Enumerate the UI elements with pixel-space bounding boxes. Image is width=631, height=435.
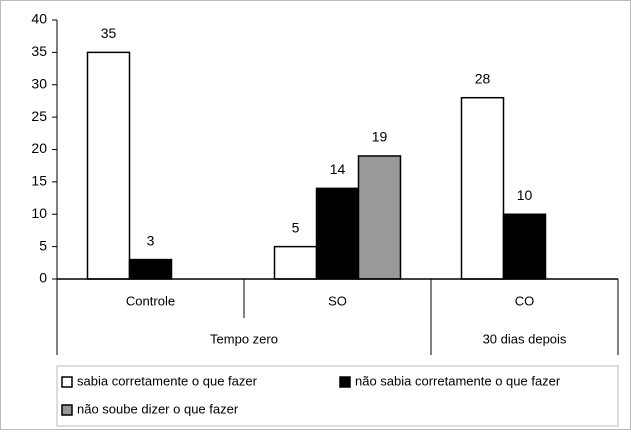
y-tick-label: 20 xyxy=(31,140,47,156)
legend-swatch xyxy=(339,376,351,388)
legend-label: não soube dizer o que fazer xyxy=(77,401,239,416)
y-tick-label: 10 xyxy=(31,205,47,221)
y-tick-label: 5 xyxy=(39,237,47,253)
bar xyxy=(357,155,402,280)
y-tick-label: 30 xyxy=(31,75,47,91)
x-tick-label: Controle xyxy=(126,293,175,308)
bar xyxy=(128,258,173,280)
bar xyxy=(460,96,505,280)
bar xyxy=(273,245,318,280)
y-tick-label: 35 xyxy=(31,43,47,59)
legend-box xyxy=(56,365,619,427)
group-label: Tempo zero xyxy=(210,331,278,346)
data-label: 14 xyxy=(330,161,346,177)
data-label: 5 xyxy=(292,219,300,235)
data-label: 35 xyxy=(101,25,117,41)
x-tick-label: SO xyxy=(328,293,347,308)
bar xyxy=(315,187,360,280)
y-tick-label: 40 xyxy=(31,11,47,27)
data-label: 28 xyxy=(475,70,491,86)
legend-label: sabia corretamente o que fazer xyxy=(77,373,258,388)
y-tick-label: 25 xyxy=(31,108,47,124)
bar xyxy=(502,213,547,280)
bar xyxy=(86,51,131,280)
legend-swatch xyxy=(61,404,73,416)
legend-swatch xyxy=(61,376,73,388)
y-tick-label: 15 xyxy=(31,173,47,189)
data-label: 10 xyxy=(517,187,533,203)
x-tick-label: CO xyxy=(515,293,535,308)
data-label: 19 xyxy=(372,129,388,145)
legend-label: não sabia corretamente o que fazer xyxy=(355,373,561,388)
group-label: 30 dias depois xyxy=(483,331,567,346)
data-label: 3 xyxy=(147,232,155,248)
y-tick-label: 0 xyxy=(39,270,47,286)
